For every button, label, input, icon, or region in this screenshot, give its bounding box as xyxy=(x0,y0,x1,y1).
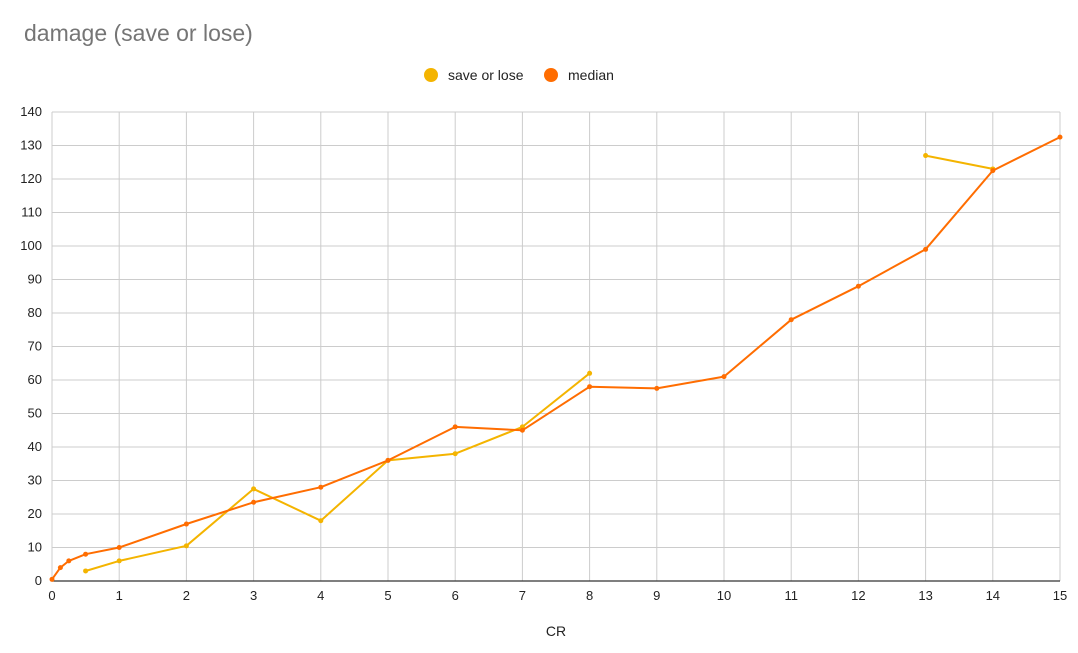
series-lines xyxy=(49,134,1063,582)
y-tick-label: 10 xyxy=(28,540,42,555)
data-point xyxy=(452,424,458,430)
y-tick-label: 50 xyxy=(28,406,42,421)
data-point xyxy=(116,545,122,550)
x-tick-label: 14 xyxy=(986,588,1000,603)
x-tick-label: 15 xyxy=(1053,588,1067,603)
y-tick-label: 100 xyxy=(20,238,42,253)
x-tick-label: 8 xyxy=(586,588,593,603)
x-tick-label: 5 xyxy=(384,588,391,603)
data-point xyxy=(251,499,257,505)
y-tick-label: 140 xyxy=(20,104,42,119)
series-line xyxy=(925,154,993,170)
y-tick-label: 60 xyxy=(28,372,42,387)
legend-marker xyxy=(544,68,558,82)
y-tick-label: 80 xyxy=(28,305,42,320)
x-tick-label: 0 xyxy=(48,588,55,603)
x-tick-label: 12 xyxy=(851,588,865,603)
data-point xyxy=(855,283,861,289)
x-tick-label: 4 xyxy=(317,588,324,603)
y-tick-label: 130 xyxy=(20,138,42,153)
data-point xyxy=(587,370,593,376)
data-point xyxy=(452,451,458,457)
data-point xyxy=(318,518,324,524)
x-tick-label: 6 xyxy=(452,588,459,603)
series-line xyxy=(51,136,1061,580)
data-point xyxy=(923,246,929,252)
data-point xyxy=(251,486,257,492)
data-point xyxy=(49,576,55,582)
data-point xyxy=(183,543,189,549)
y-tick-label: 20 xyxy=(28,506,42,521)
data-point xyxy=(990,168,996,174)
data-point xyxy=(1057,134,1063,140)
series-line xyxy=(85,372,591,572)
data-point xyxy=(183,521,189,527)
x-tick-label: 7 xyxy=(519,588,526,603)
legend-label: save or lose xyxy=(448,67,524,83)
y-tick-label: 120 xyxy=(20,171,42,186)
data-point xyxy=(116,558,122,564)
data-point xyxy=(923,153,929,159)
legend-marker xyxy=(424,68,438,82)
data-point xyxy=(788,317,794,323)
legend: save or lose median xyxy=(424,67,614,83)
data-point xyxy=(318,484,324,490)
x-tick-label: 11 xyxy=(784,588,798,603)
data-point xyxy=(83,568,89,574)
y-tick-label: 30 xyxy=(28,473,42,488)
x-axis-label: CR xyxy=(546,623,566,639)
data-point xyxy=(587,384,593,390)
y-tick-label: 70 xyxy=(28,339,42,354)
data-point xyxy=(385,457,391,463)
data-point xyxy=(66,558,72,564)
x-tick-label: 1 xyxy=(116,588,123,603)
x-tick-label: 9 xyxy=(653,588,660,603)
chart-title: damage (save or lose) xyxy=(24,20,253,46)
y-tick-label: 90 xyxy=(28,272,42,287)
x-tick-label: 2 xyxy=(183,588,190,603)
y-tick-label: 40 xyxy=(28,439,42,454)
x-tick-label: 13 xyxy=(918,588,932,603)
y-tick-label: 110 xyxy=(21,205,42,220)
x-tick-label: 10 xyxy=(717,588,731,603)
data-point xyxy=(57,565,63,571)
y-tick-label: 0 xyxy=(35,573,42,588)
data-point xyxy=(83,551,89,557)
grid-lines xyxy=(51,111,1061,581)
legend-label: median xyxy=(568,67,614,83)
x-tick-label: 3 xyxy=(250,588,257,603)
data-point xyxy=(721,374,727,380)
data-point xyxy=(519,427,525,433)
data-point xyxy=(654,385,660,391)
